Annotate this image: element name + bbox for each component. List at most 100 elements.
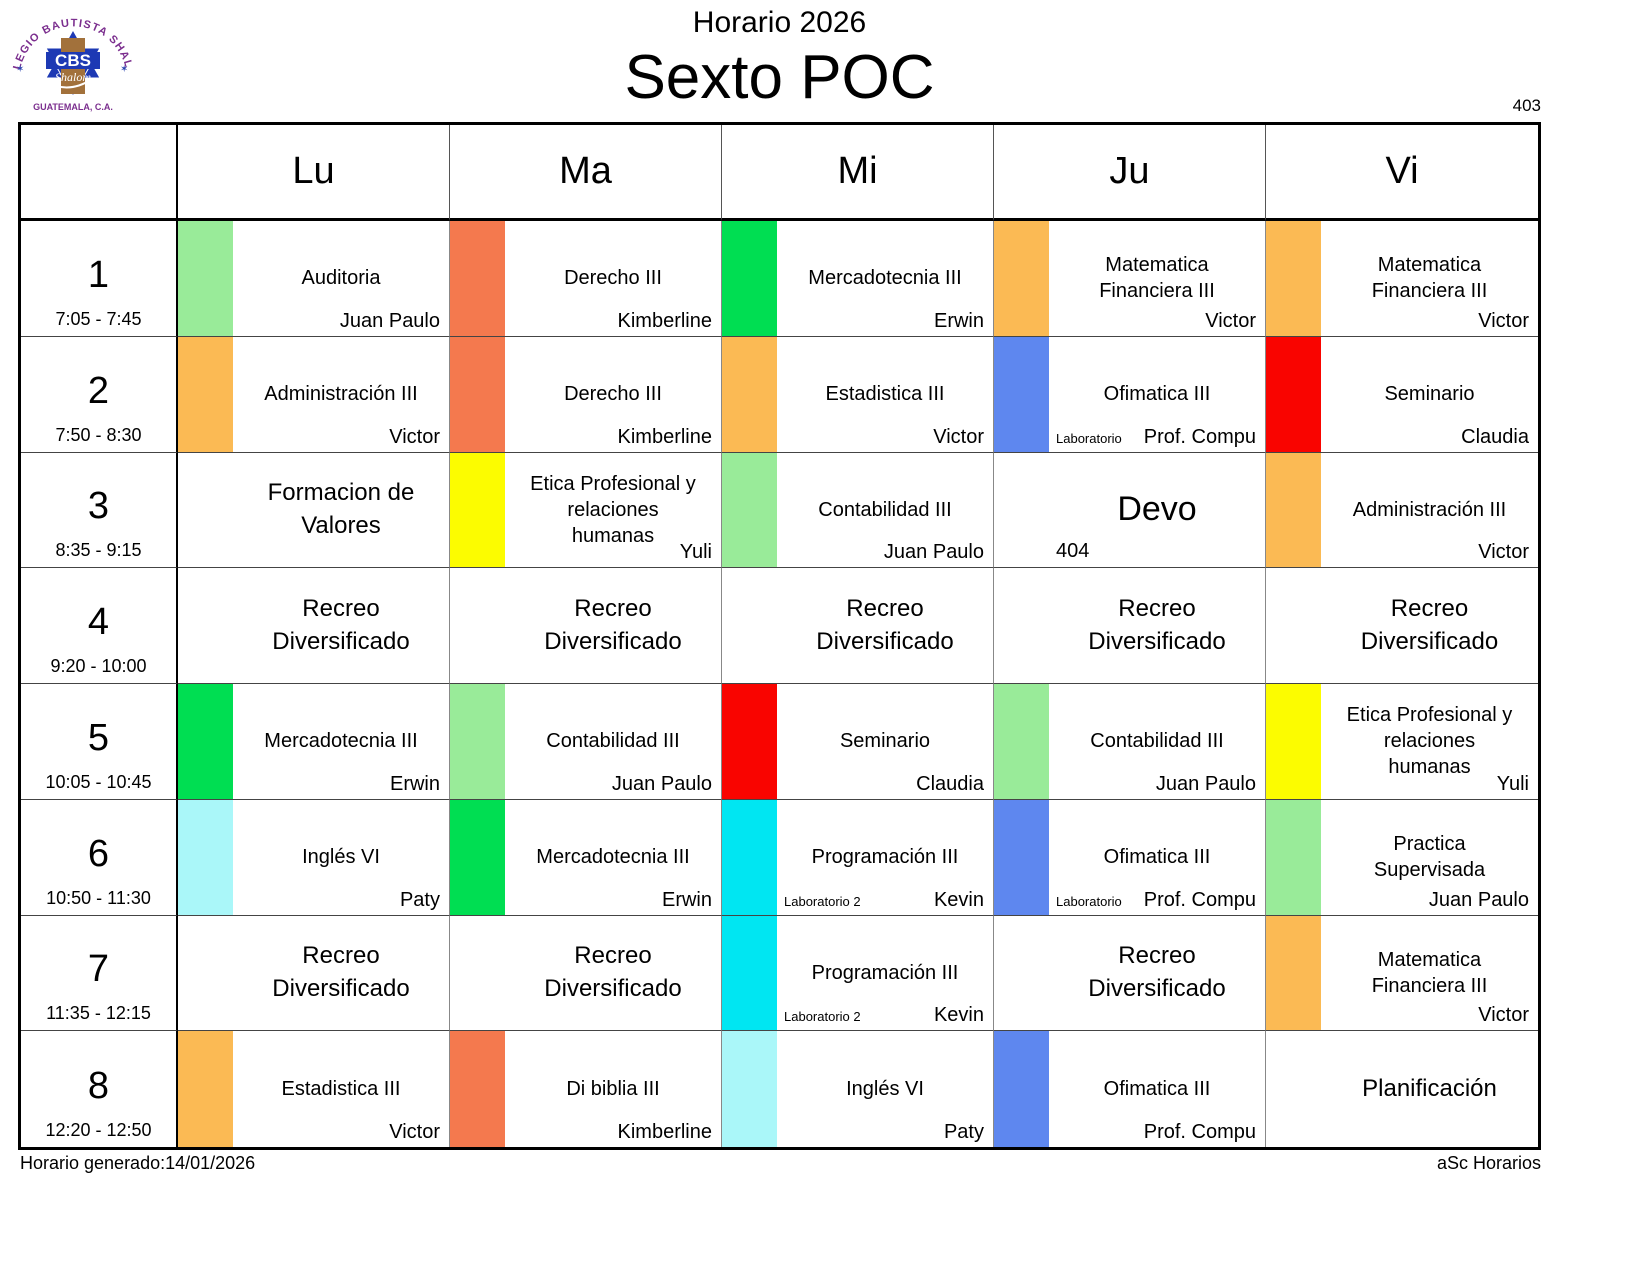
color-stripe [722,684,777,799]
teacher-name: Prof. Compu [1143,1121,1256,1143]
subject-name: Ofimatica III [1103,383,1211,406]
subject-name: Seminario [1384,383,1475,406]
teacher-name: Paty [399,888,440,911]
teacher-name: Kevin [933,888,984,911]
subject-name: Contabilidad III [818,498,952,521]
cell-lu-period-1: Auditoria Juan Paulo [178,221,450,337]
room-label: Laboratorio 2 [784,1009,861,1025]
subject-name: Etica Profesional y relaciones humanas [1346,704,1513,779]
teacher-name: Juan Paulo [611,772,712,795]
period-number: 5 [87,716,110,759]
cell-mi-period-5: Seminario Claudia [722,684,994,800]
teacher-name: Prof. Compu [1143,888,1256,911]
cell-vi-period-8: Planificación [1266,1031,1538,1147]
teacher-name: Yuli [1496,772,1529,795]
cell-mi-period-8: Inglés VI Paty [722,1031,994,1147]
logo-acronym: CBS [55,51,91,70]
color-stripe [450,799,505,915]
day-header-ma: Ma [450,125,722,221]
room-label: Laboratorio 2 [784,893,861,909]
period-1-label: 1 7:05 - 7:45 [21,221,178,337]
subject-name: Planificación [1362,1074,1497,1102]
period-number: 3 [87,485,110,528]
color-stripe [994,336,1049,452]
class-name-title: Sexto POC [624,43,935,112]
color-stripe [178,684,233,799]
cell-mi-period-7: Programación III Laboratorio 2 Kevin [722,915,994,1032]
period-time: 7:50 - 8:30 [55,424,142,445]
cell-ju-period-4: Recreo Diversificado [994,568,1266,684]
subject-name: Inglés VI [846,1078,924,1101]
asc-horarios-label: aSc Horarios [1436,1153,1541,1173]
star-right-icon: ✶ [120,64,128,75]
teacher-name: Erwin [661,888,712,911]
color-stripe [1266,684,1321,799]
period-number: 4 [87,601,110,643]
color-stripe [1266,221,1321,336]
period-3-label: 3 8:35 - 9:15 [21,452,178,569]
teacher-name: Victor [1478,541,1529,564]
subject-name: Mercadotecnia III [264,730,418,753]
cell-lu-period-6: Inglés VI Paty [178,799,450,916]
cell-ma-period-4: Recreo Diversificado [450,568,722,684]
subject-name: Formacion de Valores [267,479,415,539]
cell-ma-period-2: Derecho III Kimberline [450,336,722,453]
cell-vi-period-3: Administración III Victor [1266,452,1538,569]
color-stripe [450,1031,505,1147]
teacher-name: Paty [943,1121,984,1143]
subject-name: Administración III [1352,498,1507,521]
generated-date-label: Horario generado:14/01/2026 [20,1153,256,1173]
cell-lu-period-7: Recreo Diversificado [178,915,450,1032]
teacher-name: Victor [1478,1004,1529,1027]
period-number: 8 [87,1065,110,1107]
cell-ju-period-5: Contabilidad III Juan Paulo [994,684,1266,800]
period-5-label: 5 10:05 - 10:45 [21,684,178,800]
cell-mi-period-1: Mercadotecnia III Erwin [722,221,994,337]
room-label: Laboratorio [1056,430,1122,446]
teacher-name: Kimberline [617,1121,712,1143]
period-time: 10:05 - 10:45 [45,771,152,792]
cell-lu-period-5: Mercadotecnia III Erwin [178,684,450,800]
subject-name: Recreo Diversificado [1088,942,1226,1002]
subject-name: Recreo Diversificado [1088,595,1226,655]
subject-name: Mercadotecnia III [808,267,962,290]
color-stripe [1266,915,1321,1031]
cell-ju-period-7: Recreo Diversificado [994,915,1266,1032]
subject-name: Ofimatica III [1103,1078,1211,1101]
cell-ju-period-2: Ofimatica III Laboratorio Prof. Compu [994,336,1266,453]
subject-name: Programación III [811,961,959,984]
subject-name: Seminario [839,730,931,753]
color-stripe [450,452,505,568]
star-left-icon: ✶ [16,64,24,75]
subject-name: Etica Profesional y relaciones humanas [530,472,696,547]
subject-name: Recreo Diversificado [544,595,682,655]
cell-ma-period-7: Recreo Diversificado [450,915,722,1032]
color-stripe [1266,799,1321,915]
subject-name: Ofimatica III [1103,846,1211,869]
teacher-name: Yuli [679,541,712,564]
teacher-name: Prof. Compu [1143,425,1256,448]
subject-name: Contabilidad III [546,730,680,753]
logo-script-text: Shalom [55,70,91,84]
room-label: Laboratorio [1056,893,1122,909]
cell-ju-period-6: Ofimatica III Laboratorio Prof. Compu [994,799,1266,916]
color-stripe [994,1031,1049,1147]
period-time: 9:20 - 10:00 [50,656,147,676]
color-stripe [450,336,505,452]
subject-name: Inglés VI [302,846,380,869]
logo-swoosh [55,78,93,89]
color-stripe [178,799,233,915]
period-2-label: 2 7:50 - 8:30 [21,336,178,453]
school-logo-graphic: COLEGIO BAUTISTA SHALOM ✶ ✶ CBS Shalom G… [3,0,134,112]
period-8-label: 8 12:20 - 12:50 [21,1031,178,1147]
corner-cell [21,125,178,221]
color-stripe [450,684,505,799]
room-label: 404 [1056,540,1090,563]
day-header-lu: Lu [178,125,450,221]
timetable-grid: Lu Ma Mi Ju Vi 1 7:05 - 7:45 Auditoria Juan Paul… [18,122,1541,1150]
cell-ma-period-1: Derecho III Kimberline [450,221,722,337]
teacher-name: Juan Paulo [1428,888,1529,911]
cell-ma-period-6: Mercadotecnia III Erwin [450,799,722,916]
period-number: 1 [87,253,110,296]
subject-name: Recreo Diversificado [272,942,410,1002]
